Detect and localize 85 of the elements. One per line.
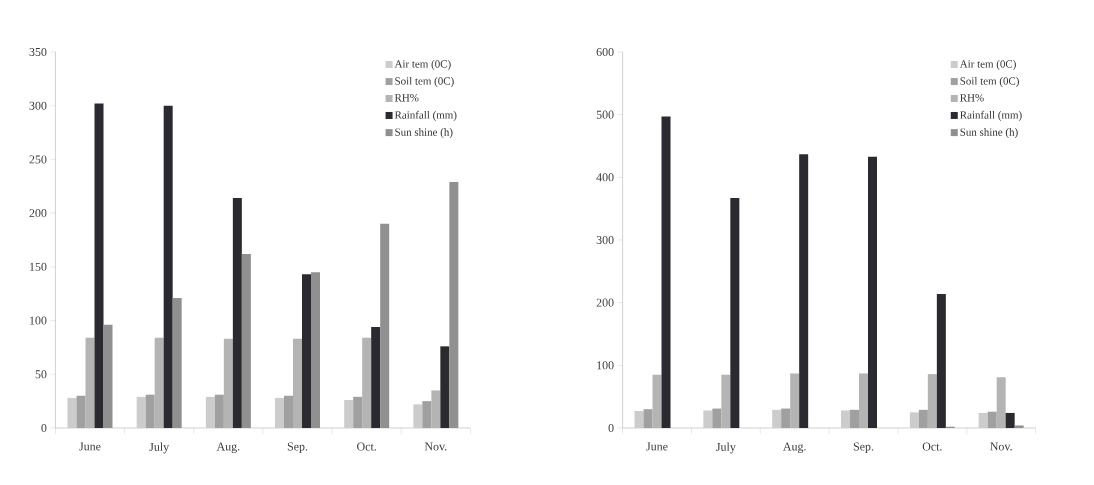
y-tick-label: 100 — [597, 361, 614, 370]
bar — [67, 397, 77, 428]
bar — [145, 394, 155, 428]
bar — [94, 103, 104, 428]
y-tick-label: 350 — [29, 47, 47, 57]
bar — [781, 408, 791, 428]
x-tick-label: Oct. — [357, 442, 377, 451]
x-tick-label: July — [716, 442, 736, 454]
bar — [772, 409, 782, 428]
bar — [841, 410, 851, 428]
y-tick-label: 50 — [35, 370, 47, 379]
legend-label: Air tem (0C) — [394, 59, 451, 70]
bar — [205, 396, 215, 428]
bar — [76, 395, 86, 428]
x-tick-label: June — [79, 442, 101, 451]
x-tick-label: Aug. — [783, 442, 806, 453]
y-tick-label: 150 — [30, 262, 47, 271]
bar — [859, 373, 869, 428]
bar — [918, 409, 928, 428]
bar — [371, 327, 381, 428]
bar — [353, 396, 363, 428]
bar — [850, 409, 860, 428]
y-tick-label: 0 — [41, 423, 47, 433]
bar — [275, 397, 285, 428]
x-tick-label: Oct. — [922, 442, 942, 451]
x-tick-label: Nov. — [424, 442, 447, 451]
bar — [232, 198, 242, 428]
bar — [85, 337, 95, 428]
bar — [284, 395, 294, 428]
bar — [909, 412, 919, 428]
bar — [661, 116, 671, 428]
y-tick-label: 400 — [596, 173, 614, 182]
bar — [652, 374, 662, 428]
x-tick-label: Nov. — [990, 442, 1012, 451]
bar — [936, 293, 946, 428]
y-tick-label: 100 — [30, 316, 47, 325]
bar — [422, 401, 432, 428]
legend-label: Air tem (0C) — [959, 59, 1016, 70]
bar — [730, 198, 740, 428]
bar — [413, 404, 423, 428]
bar — [302, 274, 312, 428]
bar — [703, 410, 713, 428]
y-tick-label: 300 — [596, 235, 614, 245]
bar — [163, 105, 173, 428]
legend-label: RH% — [960, 94, 984, 102]
y-tick-label: 250 — [29, 155, 47, 164]
bar — [214, 394, 224, 428]
bar — [987, 411, 997, 428]
y-tick-label: 200 — [596, 298, 614, 307]
legend-label: Soil tem (0C) — [960, 77, 1019, 87]
bar — [712, 408, 722, 428]
bar — [440, 346, 450, 428]
bar — [223, 338, 233, 428]
y-tick-label: 200 — [29, 209, 47, 218]
bar — [721, 374, 731, 428]
y-tick-label: 500 — [596, 110, 614, 119]
legend-label: Sun shine (h) — [960, 128, 1018, 138]
y-tick-label: 300 — [29, 101, 47, 110]
bar — [634, 411, 644, 428]
legend-label: RH% — [394, 94, 419, 102]
legend-label: Sun shine (h) — [395, 128, 453, 138]
bar — [790, 373, 800, 428]
bar — [362, 337, 372, 428]
x-tick-label: Sep. — [287, 442, 308, 453]
legend-label: Rainfall (mm) — [960, 110, 1022, 121]
bar — [293, 338, 303, 428]
y-tick-label: 0 — [608, 423, 614, 433]
x-tick-label: June — [646, 442, 668, 451]
bar — [799, 154, 809, 428]
bar — [978, 412, 988, 428]
bar — [643, 409, 653, 428]
bar — [344, 400, 354, 428]
x-tick-label: July — [149, 442, 170, 454]
bar — [154, 337, 164, 428]
y-tick-label: 600 — [596, 47, 614, 57]
bar — [1005, 412, 1015, 428]
bar — [431, 390, 441, 428]
x-tick-label: Aug. — [216, 442, 240, 453]
bar — [136, 396, 146, 428]
x-tick-label: Sep. — [853, 442, 874, 453]
bar — [927, 374, 937, 428]
legend-label: Soil tem (0C) — [395, 77, 454, 87]
bar — [996, 377, 1006, 428]
legend-label: Rainfall (mm) — [394, 110, 457, 121]
bar — [868, 156, 878, 428]
